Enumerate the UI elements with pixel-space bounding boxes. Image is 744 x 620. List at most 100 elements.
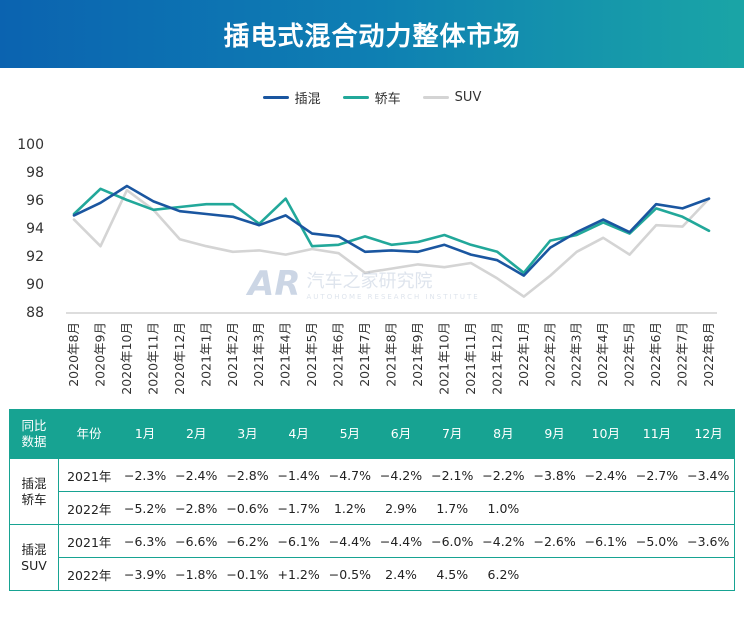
y-tick-label: 96 <box>26 193 44 209</box>
value-cell: −5.2% <box>119 491 171 525</box>
table-row: 插混 轿车 2021年 −2.3% −2.4% −2.8% −1.4% −4.7% −4.2%… <box>9 458 735 525</box>
value-cell: 4.5% <box>426 557 478 591</box>
value-cell: −4.7% <box>324 458 376 492</box>
x-tick-label: 2020年10月 <box>119 322 134 395</box>
legend-item-plugin-hybrid: 插混 <box>262 88 321 107</box>
y-tick-label: 100 <box>17 137 44 153</box>
x-tick-label: 2020年9月 <box>92 322 107 387</box>
table-row: 2022年 −5.2% −2.8% −0.6% −1.7% 1.2% 2.9% 1.7% 1.0… <box>10 491 735 525</box>
value-cell: −3.4% <box>682 458 735 492</box>
x-tick-label: 2022年1月 <box>516 322 531 387</box>
legend-label: 轿车 <box>374 92 401 107</box>
page-title: 插电式混合动力整体市场 <box>223 21 521 52</box>
title-banner: 插电式混合动力整体市场 <box>0 0 744 68</box>
value-cell <box>631 557 683 591</box>
watermark-logo: AR <box>248 264 301 304</box>
value-cell: −1.8% <box>170 557 222 591</box>
value-cell <box>580 491 632 525</box>
value-cell: −0.6% <box>221 491 274 525</box>
value-cell: −2.3% <box>119 458 171 492</box>
value-cell: −6.0% <box>426 524 478 558</box>
value-cell: −4.2% <box>477 524 529 558</box>
value-cell <box>682 557 735 591</box>
value-cell: 6.2% <box>477 557 529 591</box>
value-cell: −5.0% <box>631 524 683 558</box>
value-cell: −0.1% <box>221 557 274 591</box>
value-cell <box>580 557 632 591</box>
value-cell: +1.2% <box>273 557 325 591</box>
value-cell: −2.8% <box>170 491 222 525</box>
y-tick-label: 88 <box>26 305 44 321</box>
value-cell: 2.9% <box>375 491 427 525</box>
x-tick-label: 2020年8月 <box>66 322 81 387</box>
header-cell-month: 1月 <box>118 409 172 459</box>
x-tick-label: 2021年7月 <box>357 322 372 387</box>
value-cell: −4.4% <box>375 524 427 558</box>
year-cell: 2022年 <box>58 491 120 525</box>
watermark-cn: 汽车之家研究院 <box>306 271 433 292</box>
value-cell <box>631 491 683 525</box>
series-line-sedan <box>72 187 711 275</box>
value-cell: −2.8% <box>221 458 274 492</box>
x-tick-label: 2021年11月 <box>463 322 478 395</box>
x-tick-label: 2022年5月 <box>622 322 637 387</box>
x-tick-label: 2020年12月 <box>172 322 187 395</box>
x-tick-label: 2022年2月 <box>542 322 557 387</box>
series-line-plugin-hybrid <box>72 184 711 277</box>
line-chart: 88 90 92 94 96 98 100 2020年8月 2020年9月 2020年10月 202… <box>17 137 717 395</box>
value-cell: −1.4% <box>273 458 325 492</box>
yoy-data-table: 同比 数据 年份 1月 2月 3月 4月 5月 6月 7月 8月 9月 10月 11月 12月 插混 轿车… <box>9 409 735 591</box>
x-tick-label: 2020年11月 <box>145 322 160 395</box>
value-cell: −2.6% <box>529 524 581 558</box>
value-cell: −0.5% <box>324 557 376 591</box>
value-cell: 1.0% <box>477 491 529 525</box>
series-line-suv <box>72 188 711 298</box>
value-cell: −2.4% <box>580 458 632 492</box>
value-cell <box>529 491 581 525</box>
value-cell: −6.1% <box>580 524 632 558</box>
x-tick-label: 2021年10月 <box>436 322 451 395</box>
watermark: AR 汽车之家研究院 AUTOHOME RESEARCH INSTITUTE <box>248 264 480 304</box>
table-header-row: 同比 数据 年份 1月 2月 3月 4月 5月 6月 7月 8月 9月 10月 11月 12月 <box>9 409 735 459</box>
y-tick-label: 98 <box>26 165 44 181</box>
header-cell-month: 8月 <box>477 409 530 459</box>
legend-label: 插混 <box>294 92 321 107</box>
value-cell <box>529 557 581 591</box>
x-tick-label: 2022年4月 <box>595 322 610 387</box>
table-row: 插混 SUV 2021年 −6.3% −6.6% −6.2% −6.1% −4.4% −4.4… <box>9 524 735 591</box>
table-row: 2022年 −3.9% −1.8% −0.1% +1.2% −0.5% 2.4% 4.5% 6.… <box>10 557 735 591</box>
header-cell-month: 12月 <box>682 409 735 459</box>
header-cell-month: 5月 <box>323 409 376 459</box>
year-cell: 2021年 <box>58 458 120 492</box>
y-tick-label: 90 <box>26 277 44 293</box>
legend-item-suv: SUV <box>422 88 482 107</box>
x-tick-label: 2021年6月 <box>331 322 346 387</box>
header-cell-year: 年份 <box>58 409 120 459</box>
legend-swatch <box>342 96 369 99</box>
x-tick-label: 2021年12月 <box>489 322 504 395</box>
value-cell: −3.8% <box>529 458 581 492</box>
year-cell: 2022年 <box>58 557 120 591</box>
legend-swatch <box>422 96 449 99</box>
watermark-en: AUTOHOME RESEARCH INSTITUTE <box>306 293 480 301</box>
header-cell-month: 6月 <box>374 409 428 459</box>
header-cell-month: 9月 <box>528 409 581 459</box>
x-tick-label: 2022年7月 <box>675 322 690 387</box>
value-cell: 1.2% <box>324 491 376 525</box>
value-cell: −1.7% <box>273 491 325 525</box>
x-tick-label: 2021年2月 <box>225 322 240 387</box>
x-tick-label: 2021年9月 <box>410 322 425 387</box>
header-cell-month: 7月 <box>426 409 479 459</box>
value-cell: 2.4% <box>375 557 427 591</box>
y-tick-label: 94 <box>26 221 44 237</box>
year-cell: 2021年 <box>58 524 120 558</box>
legend-label: SUV <box>454 90 482 105</box>
value-cell: −2.1% <box>426 458 478 492</box>
value-cell: −6.2% <box>221 524 274 558</box>
x-tick-label: 2021年5月 <box>304 322 319 387</box>
x-tick-label: 2022年8月 <box>701 322 716 387</box>
value-cell: −4.4% <box>324 524 376 558</box>
value-cell: −6.1% <box>273 524 325 558</box>
legend-item-sedan: 轿车 <box>342 88 401 107</box>
x-tick-label: 2022年3月 <box>569 322 584 387</box>
